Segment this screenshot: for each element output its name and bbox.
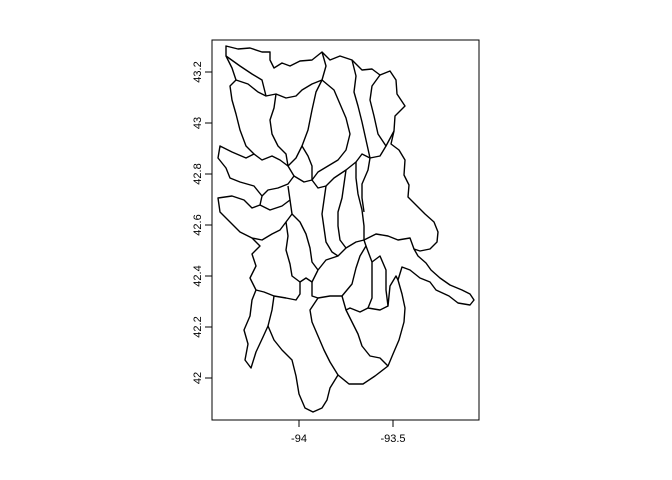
y-tick-label: 42.8 (192, 163, 204, 184)
divide-24 (365, 245, 389, 311)
divide-22 (267, 295, 275, 327)
divide-27 (341, 295, 389, 367)
divide-23 (317, 239, 367, 299)
x-tick-label: -93.5 (380, 433, 405, 445)
divide-16 (361, 157, 371, 213)
x-tick-label: -94 (291, 433, 307, 445)
divide-2 (225, 55, 267, 97)
divide-14 (337, 169, 347, 249)
divide-7 (369, 74, 395, 147)
watershed-boundaries (217, 45, 475, 413)
divide-8 (301, 145, 371, 189)
divide-3 (287, 51, 327, 167)
watershed-outer-boundary (217, 45, 475, 413)
divide-25 (371, 255, 399, 307)
divide-11 (293, 175, 313, 183)
divide-17 (291, 213, 319, 271)
divide-13 (321, 185, 339, 257)
y-tick-label: 43.2 (192, 61, 204, 82)
y-tick-label: 42.4 (192, 265, 204, 286)
x-axis-ticks: -94 -93.5 (291, 420, 406, 445)
divide-26 (309, 297, 339, 376)
divide-21 (255, 282, 301, 301)
divide-9 (253, 153, 295, 197)
y-tick-label: 42 (192, 372, 204, 384)
divide-4 (269, 93, 289, 167)
y-tick-label: 42.2 (192, 316, 204, 337)
divide-10 (259, 185, 291, 211)
divide-1 (235, 79, 323, 99)
divide-15 (355, 162, 365, 240)
y-axis-ticks: 42 42.2 42.4 42.6 42.8 43 43.2 (192, 61, 212, 384)
divide-19 (285, 221, 319, 283)
y-tick-label: 43 (192, 117, 204, 129)
divide-28 (345, 307, 369, 313)
divide-20 (311, 282, 319, 299)
y-tick-label: 42.6 (192, 214, 204, 235)
divide-6 (351, 59, 387, 159)
divide-5 (311, 79, 351, 181)
